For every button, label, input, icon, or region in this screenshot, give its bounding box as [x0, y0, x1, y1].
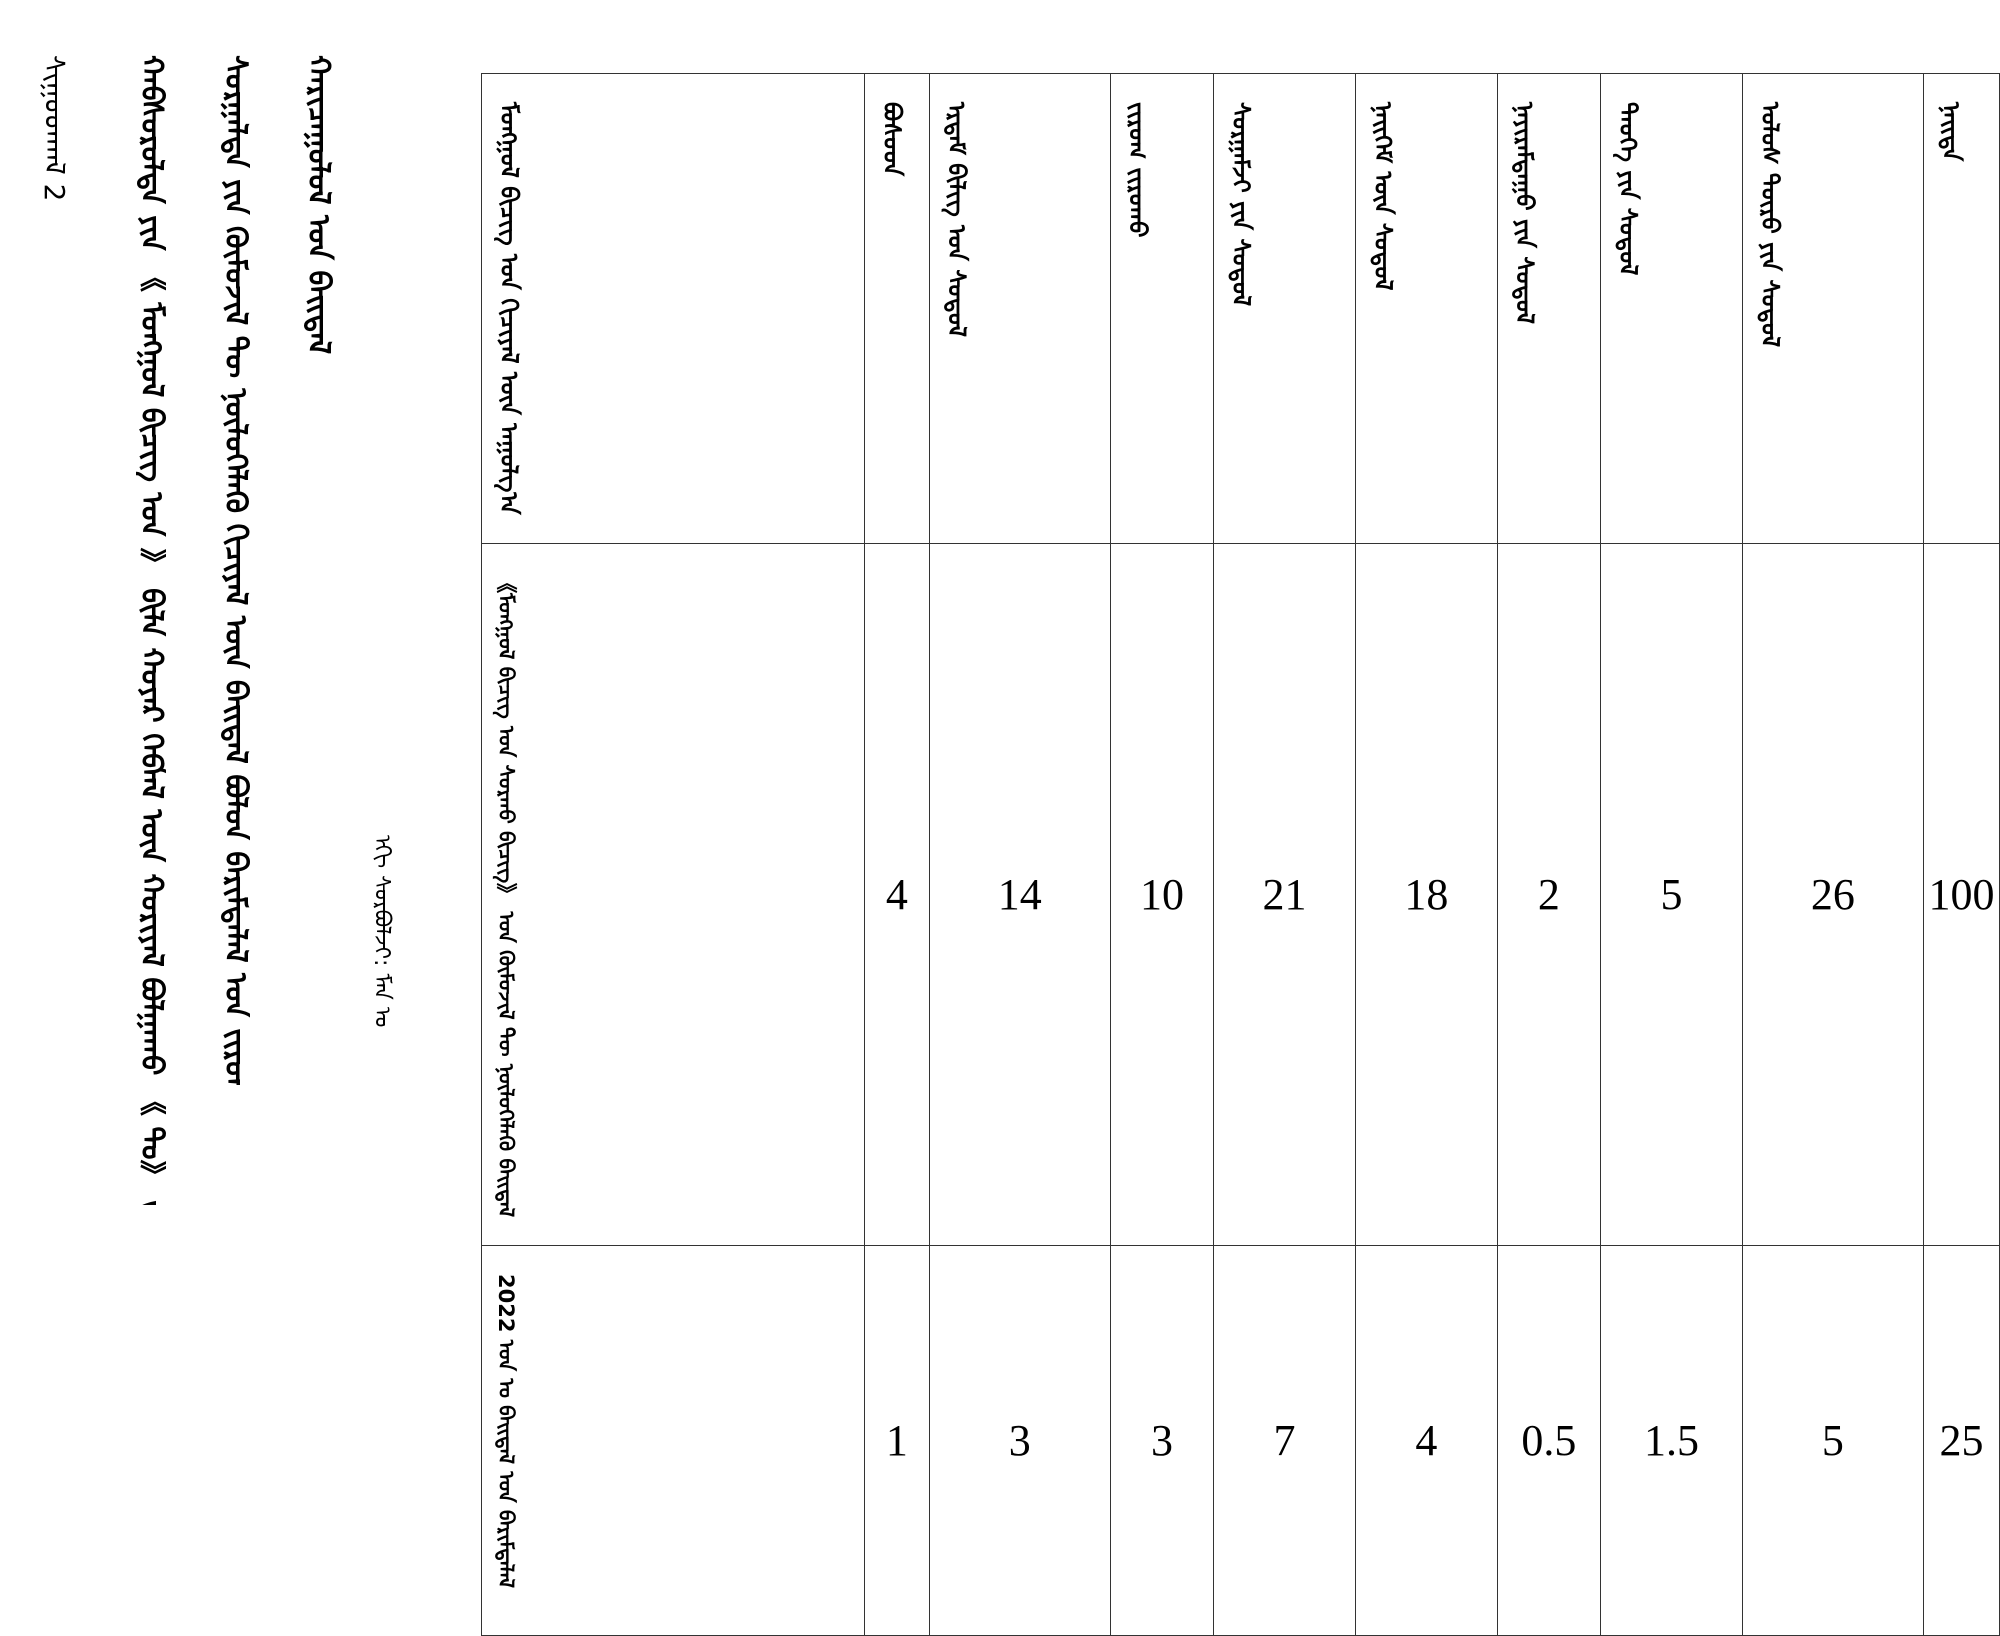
row-header: 2022 ᠣᠨ ᠤ ᠪᠠᠢᠳᠠᠯ ᠤᠨ ᠪᠠᠷᠢᠮᠲᠠᠯᠠᠯ: [481, 1244, 865, 1636]
source-note: ᠡᠬᠢ ᠰᠤᠷᠪᠤᠯᠵᠢ: ᠮᠠᠨ ᠤ: [369, 835, 394, 1028]
paragraph-line-3: ᠬᠠᠷᠢᠴᠠᠭᠤᠯᠤᠯ ᠤᠨ ᠪᠠᠢᠳᠠᠯ: [301, 55, 336, 355]
table-cell: 1.5: [1600, 1244, 1743, 1636]
column-header: ᠵᠢᠷᠤᠭ ᠵᠢᠷᠤᠬᠤ: [1109, 73, 1215, 544]
table-cell: 5: [1600, 542, 1743, 1246]
table-cell: 4: [1354, 1244, 1498, 1636]
column-header: ᠨᠡᠢᠳᠡ: [1922, 73, 2000, 544]
column-header: ᠲᠡᠦᠬᠡ ᠶᠢᠨ ᠰᠤᠳᠤᠯ: [1600, 73, 1743, 544]
table-cell: 10: [1109, 542, 1215, 1246]
table-cell: 3: [928, 1244, 1111, 1636]
table-row: 《ᠮᠣᠩᠭᠣᠯ ᠪᠢᠴᠢᠭ᠌ ᠤᠨ ᠰᠤᠷᠬᠤ ᠪᠢᠴᠢᠭ᠌》 ᠤᠨ ᠬᠦᠮᠦᠵ…: [481, 542, 2000, 1246]
column-header: ᠨᠠᠶᠢᠷᠠᠮᠳᠠᠭᠤ ᠶᠢᠨ ᠰᠤᠳᠤᠯ: [1496, 73, 1602, 544]
table-cell: 100: [1922, 542, 2000, 1246]
column-header: ᠪᠤᠰᠤᠳ: [864, 73, 930, 544]
table-cell: 26: [1741, 542, 1924, 1246]
table-cell: 1: [864, 1244, 930, 1636]
paragraph-line-1: ᠬᠠᠪᠰᠤᠷᠤᠯᠲᠠ ᠶᠢᠨ 《 ᠮᠣᠩᠭᠣᠯ ᠪᠢᠴᠢᠭ᠌ ᠤᠨ 》 ᠪᠢᠯᠡ…: [136, 55, 166, 1205]
table-cell: 4: [864, 542, 930, 1246]
table-row: 2022 ᠣᠨ ᠤ ᠪᠠᠢᠳᠠᠯ ᠤᠨ ᠪᠠᠷᠢᠮᠲᠠᠯᠠᠯ 1 3 3 7 4…: [481, 1244, 2000, 1636]
table-cell: 21: [1213, 542, 1356, 1246]
table-cell: 25: [1922, 1244, 2000, 1636]
table-cell: 5: [1741, 1244, 1924, 1636]
table-header-row: ᠮᠣᠩᠭᠣᠯ ᠪᠢᠴᠢᠭ᠌ ᠤᠨ ᠬᠢᠴᠢᠶᠡᠯ ᠦᠨ ᠠᠭᠤᠯᠭ᠎ᠠ ᠪᠤᠰᠤ…: [481, 73, 2000, 544]
data-table: ᠮᠣᠩᠭᠣᠯ ᠪᠢᠴᠢᠭ᠌ ᠤᠨ ᠬᠢᠴᠢᠶᠡᠯ ᠦᠨ ᠠᠭᠤᠯᠭ᠎ᠠ ᠪᠤᠰᠤ…: [481, 73, 2000, 1636]
table-cell: 0.5: [1496, 1244, 1602, 1636]
table-cell: 2: [1496, 542, 1602, 1246]
column-header: ᠤᠯᠤᠰ ᠲᠥᠷᠦ ᠶᠢᠨ ᠰᠤᠳᠤᠯ: [1741, 73, 1924, 544]
paragraph-line-2: ᠰᠤᠷᠭᠠᠯᠲᠠ ᠶᠢᠨ ᠬᠦᠮᠦᠵᠢᠯ ᠲᠦ ᠨᠥᠯᠦᠭᠡᠯᠡᠬᠦ ᠬᠢᠴᠢᠶ…: [220, 55, 250, 1085]
table-cell: 14: [928, 542, 1111, 1246]
table-cell: 7: [1213, 1244, 1356, 1636]
column-header: ᠰᠤᠷᠭᠠᠮᠵᠢ ᠶᠢᠨ ᠰᠤᠳᠤᠯ: [1213, 73, 1356, 544]
column-header: ᠡᠷᠳᠡᠮ ᠪᠢᠯᠢᠭ ᠤᠨ ᠰᠤᠳᠤᠯ: [928, 73, 1111, 544]
figure-caption: ᠰᠢᠭᠤᠳᠬᠠᠯ 2: [38, 55, 71, 202]
corner-header: ᠮᠣᠩᠭᠣᠯ ᠪᠢᠴᠢᠭ᠌ ᠤᠨ ᠬᠢᠴᠢᠶᠡᠯ ᠦᠨ ᠠᠭᠤᠯᠭ᠎ᠠ: [481, 73, 865, 544]
table-cell: 3: [1109, 1244, 1215, 1636]
table-cell: 18: [1354, 542, 1498, 1246]
row-header: 《ᠮᠣᠩᠭᠣᠯ ᠪᠢᠴᠢᠭ᠌ ᠤᠨ ᠰᠤᠷᠬᠤ ᠪᠢᠴᠢᠭ᠌》 ᠤᠨ ᠬᠦᠮᠦᠵ…: [481, 542, 865, 1246]
column-header: ᠨᠡᠢᠭᠡᠮ ᠦᠨ ᠰᠤᠳᠤᠯ: [1354, 73, 1498, 544]
